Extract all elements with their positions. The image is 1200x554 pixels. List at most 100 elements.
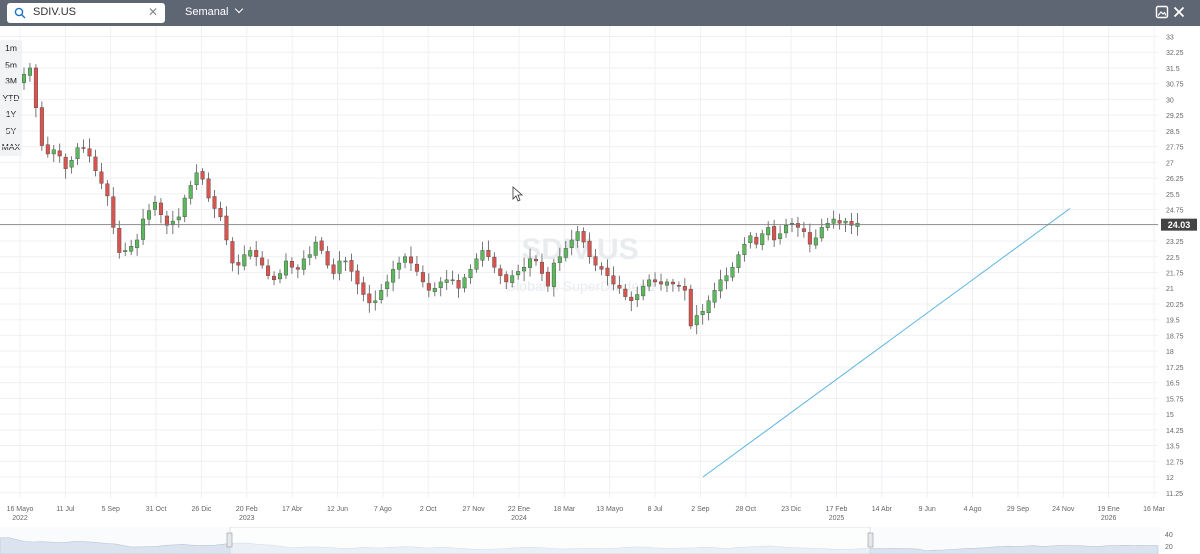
candle (450, 270, 455, 285)
candle (39, 101, 44, 151)
candle (587, 232, 592, 264)
chevron-down-icon (235, 4, 244, 14)
x-tick-year: 2024 (511, 515, 527, 522)
navigator-handle-right[interactable] (867, 532, 874, 548)
candle (307, 246, 312, 266)
candle (373, 290, 378, 311)
candle (230, 237, 235, 272)
x-tick-label: 17 Abr (282, 506, 303, 513)
range-button-1m[interactable]: 1m (5, 43, 17, 53)
search-box[interactable]: SDIV.US ✕ (7, 3, 165, 23)
volume-tick: 20 (1165, 544, 1173, 551)
candle (712, 282, 717, 309)
candle (676, 281, 681, 292)
navigator-series (0, 537, 1159, 554)
candle (635, 286, 640, 307)
search-icon (14, 7, 26, 19)
range-button-1y[interactable]: 1Y (5, 109, 17, 119)
y-tick-label: 33 (1166, 34, 1174, 41)
y-tick-label: 16.5 (1166, 381, 1180, 388)
y-tick-label: 32.25 (1166, 50, 1184, 57)
candle (224, 206, 229, 246)
navigator-handle-left[interactable] (226, 532, 233, 548)
x-axis: 16 Mayo 2022 11 Jul 5 Sep 31 Oct 26 Dic 20 Feb… (7, 506, 1166, 522)
close-icon[interactable] (1172, 5, 1186, 19)
candle (325, 246, 330, 269)
candle (45, 136, 50, 158)
candle (152, 195, 157, 216)
x-tick-label: 11 Jul (56, 506, 75, 513)
price-chart[interactable]: SDIV.US Global X SuperDividend 33 32.25 31… (0, 26, 1200, 527)
candle (361, 276, 366, 302)
candle (664, 278, 669, 293)
candle (462, 273, 467, 293)
candle (599, 262, 604, 276)
candle (492, 252, 497, 274)
candle (242, 245, 247, 271)
candle (730, 262, 735, 282)
candle (534, 255, 539, 266)
search-input[interactable]: SDIV.US (33, 6, 77, 18)
candle (468, 264, 473, 284)
y-tick-label: 17.25 (1166, 365, 1184, 372)
candle (694, 305, 699, 335)
y-tick-label: 31.5 (1166, 66, 1180, 73)
candle (379, 283, 384, 304)
range-button-5m[interactable]: 5m (5, 59, 17, 70)
clear-icon[interactable]: ✕ (147, 5, 158, 19)
x-tick-year: 2026 (1101, 515, 1117, 522)
candle (742, 237, 747, 262)
candle (397, 256, 402, 279)
candle (807, 223, 812, 253)
candle (147, 203, 152, 226)
x-tick-label: 29 Sep (1007, 506, 1029, 513)
candle (766, 221, 771, 241)
image-icon[interactable] (1155, 5, 1169, 19)
candle (653, 272, 658, 287)
y-tick-label: 30.75 (1166, 82, 1184, 89)
x-tick-label: 2 Oct (420, 506, 437, 513)
candle (772, 219, 777, 247)
candle (272, 271, 277, 286)
candle (593, 249, 598, 272)
candle (605, 259, 610, 286)
candle (27, 63, 32, 82)
candle (522, 257, 527, 282)
x-tick-label: 27 Nov (463, 506, 486, 513)
navigator[interactable]: 40 20 (0, 527, 1200, 554)
candle (504, 271, 509, 290)
candle (254, 241, 259, 267)
x-tick-label: 13 Mayo (596, 506, 623, 513)
candle (343, 256, 348, 271)
y-tick-label: 22.5 (1166, 255, 1180, 262)
candle (99, 163, 104, 190)
candle (474, 253, 479, 273)
mouse-cursor-icon (512, 186, 524, 202)
candle (444, 270, 449, 291)
range-button-3m[interactable]: 3M (5, 76, 17, 86)
candle (778, 225, 783, 245)
x-tick-label: 8 Jul (648, 506, 663, 513)
x-tick-label: 14 Abr (872, 506, 893, 513)
range-button-ytd[interactable]: YTD (2, 92, 20, 103)
y-axis: 33 32.25 31.5 30.75 30 29.25 28.5 27.75 27 26.25 2… (1166, 34, 1184, 497)
candle (236, 254, 241, 275)
y-tick-label: 28.5 (1166, 129, 1180, 136)
candle (170, 210, 175, 235)
candle (200, 168, 205, 185)
volume-tick: 40 (1165, 532, 1173, 539)
candle (736, 251, 741, 273)
candle (414, 256, 419, 276)
candle (111, 187, 116, 234)
y-tick-label: 24.75 (1166, 208, 1184, 215)
candle (801, 221, 806, 238)
y-tick-label: 27 (1166, 160, 1174, 167)
y-tick-label: 26.25 (1166, 176, 1184, 183)
candle (641, 279, 646, 301)
candle (319, 237, 324, 255)
y-tick-label: 27.75 (1166, 145, 1184, 152)
candle (403, 253, 408, 269)
candle (301, 250, 306, 276)
candle (813, 229, 818, 250)
period-selector[interactable]: Semanal (185, 4, 244, 18)
